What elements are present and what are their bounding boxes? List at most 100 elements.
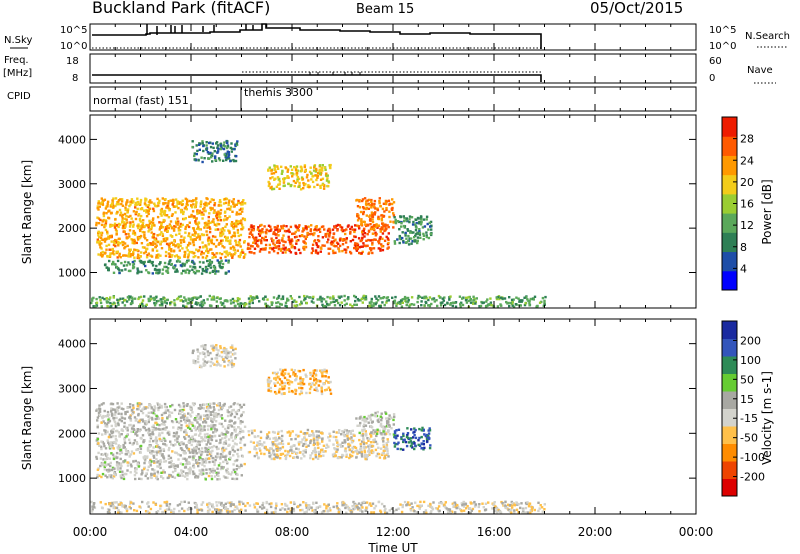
data-cell — [127, 451, 130, 454]
data-cell — [421, 426, 424, 430]
data-cell — [217, 228, 220, 231]
data-cell — [150, 452, 153, 455]
data-cell — [213, 415, 216, 418]
data-cell — [360, 252, 363, 255]
data-cell — [185, 444, 188, 447]
data-cell — [353, 434, 356, 437]
data-cell — [119, 297, 122, 300]
data-cell — [112, 250, 115, 253]
data-cell — [198, 211, 201, 215]
data-cell — [202, 469, 205, 472]
data-cell — [300, 300, 303, 303]
data-cell — [139, 303, 142, 306]
data-cell — [141, 304, 144, 308]
data-cell — [194, 459, 198, 462]
data-cell — [262, 247, 265, 251]
data-cell — [120, 198, 124, 201]
data-cell — [331, 241, 335, 244]
data-cell — [232, 159, 236, 163]
data-cell — [312, 457, 315, 461]
data-cell — [170, 463, 173, 466]
data-cell — [197, 221, 200, 224]
data-cell — [277, 234, 280, 237]
data-cell — [145, 211, 148, 214]
data-cell — [133, 248, 136, 251]
data-cell — [413, 442, 416, 445]
data-cell — [392, 418, 395, 422]
data-cell — [205, 147, 208, 151]
data-cell — [111, 252, 114, 255]
data-cell — [248, 450, 252, 454]
data-cell — [96, 476, 99, 479]
data-cell — [236, 448, 240, 452]
data-cell — [391, 198, 394, 201]
data-cell — [406, 427, 409, 430]
data-cell — [154, 296, 158, 299]
data-cell — [149, 464, 152, 467]
data-cell — [274, 228, 277, 232]
data-cell — [219, 345, 222, 348]
data-cell — [95, 439, 98, 442]
data-cell — [286, 176, 289, 179]
nsky-panel: N.Sky 10^5 10^0 10^5 10^0 N.Search — [4, 23, 790, 52]
data-cell — [288, 230, 291, 234]
data-cell — [216, 150, 220, 153]
data-cell — [169, 259, 172, 262]
data-cell — [183, 250, 186, 254]
data-cell — [161, 417, 164, 420]
data-cell — [487, 303, 491, 307]
data-cell — [125, 435, 128, 438]
data-cell — [158, 304, 162, 307]
data-cell — [340, 226, 344, 229]
data-cell — [152, 207, 155, 210]
data-cell — [225, 469, 228, 472]
data-cell — [219, 204, 223, 207]
data-cell — [141, 225, 144, 229]
colorbar-segment — [722, 193, 737, 214]
data-cell — [190, 436, 194, 440]
data-cell — [187, 435, 191, 438]
data-cell — [359, 448, 362, 451]
data-cell — [201, 217, 204, 220]
data-cell — [215, 412, 218, 416]
data-cell — [390, 427, 393, 430]
data-cell — [209, 451, 213, 454]
data-cell — [227, 426, 230, 430]
data-cell — [205, 245, 208, 248]
data-cell — [133, 428, 136, 432]
data-cell — [362, 438, 365, 441]
data-cell — [108, 236, 111, 239]
data-cell — [219, 208, 223, 212]
data-cell — [160, 471, 163, 474]
data-cell — [103, 225, 106, 229]
data-cell — [218, 199, 222, 202]
data-cell — [332, 435, 335, 439]
data-cell — [308, 382, 311, 386]
data-cell — [223, 153, 226, 156]
data-cell — [225, 158, 228, 162]
data-cell — [123, 299, 126, 302]
data-cell — [374, 411, 377, 415]
data-cell — [382, 215, 385, 218]
data-cell — [200, 213, 203, 216]
data-cell — [358, 451, 361, 454]
data-cell — [173, 435, 176, 438]
data-cell — [339, 239, 342, 242]
data-cell — [361, 434, 365, 437]
data-cell — [310, 172, 313, 175]
data-cell — [136, 267, 139, 270]
data-cell — [166, 431, 169, 435]
data-cell — [381, 237, 384, 240]
data-cell — [231, 477, 234, 480]
data-cell — [200, 436, 203, 440]
data-cell — [364, 457, 367, 461]
data-cell — [95, 409, 98, 412]
data-cell — [394, 220, 397, 224]
data-cell — [128, 251, 131, 254]
data-cell — [107, 237, 110, 240]
data-cell — [369, 239, 372, 242]
data-cell — [407, 234, 410, 238]
data-cell — [110, 430, 113, 433]
data-cell — [323, 389, 327, 392]
data-cell — [104, 263, 107, 266]
